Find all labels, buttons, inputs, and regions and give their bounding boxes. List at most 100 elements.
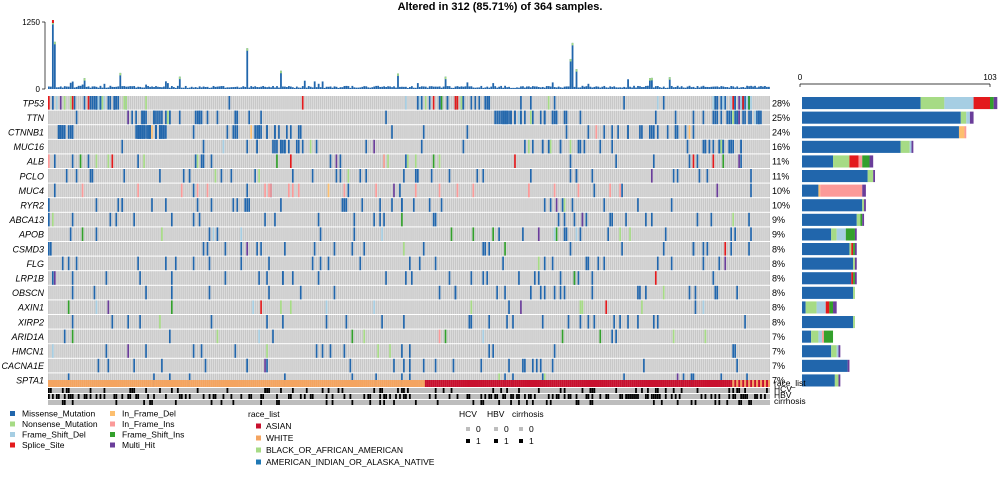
tmb-bar	[272, 85, 274, 89]
tmb-bar	[692, 86, 695, 89]
mutation-cell	[482, 169, 485, 183]
race-track-cell	[139, 380, 142, 387]
mutation-cell	[414, 183, 417, 198]
tmb-bar	[601, 86, 604, 89]
mutation-cell	[99, 96, 102, 110]
mutation-cell	[756, 110, 758, 125]
tmb-bar	[363, 86, 366, 89]
track-label-HCV: HCV	[774, 384, 792, 394]
tmb-bar	[83, 78, 86, 89]
mutation-cell	[95, 154, 98, 168]
tmb-bar	[480, 85, 483, 89]
mutation-cell	[403, 358, 405, 373]
race-track-cell	[738, 380, 741, 387]
binary-track-cell	[196, 388, 199, 393]
mutation-cell	[200, 154, 203, 168]
mutation-cell	[168, 110, 171, 125]
mutation-cell	[514, 154, 516, 168]
mutation-cell	[409, 344, 411, 358]
tmb-bar	[375, 85, 378, 89]
race-track-cell	[526, 380, 529, 387]
mutation-cell	[734, 96, 736, 110]
side-bar-XIRP2-Missense_Mutation	[802, 316, 854, 329]
tmb-bar	[736, 86, 739, 89]
binary-track-cell	[226, 388, 229, 393]
binary-track-cell	[442, 388, 445, 393]
mutation-cell	[216, 329, 219, 344]
race-track-cell	[601, 380, 604, 387]
tmb-bar	[248, 87, 251, 89]
race-track-cell	[387, 380, 390, 387]
tmb-bar	[111, 86, 114, 89]
tmb-bar	[559, 87, 562, 89]
mutation-cell	[202, 139, 205, 154]
binary-legend-label: 1	[529, 436, 534, 446]
race-track-cell	[712, 380, 715, 387]
mutation-cell	[297, 125, 300, 139]
race-track-cell	[252, 380, 255, 387]
race-track-cell	[426, 380, 429, 387]
binary-track-cell	[526, 400, 528, 405]
tmb-bar-cap	[650, 77, 653, 81]
mutation-cell	[547, 139, 550, 154]
race-track-cell	[506, 380, 509, 387]
mutation-cell	[549, 198, 552, 212]
binary-track-cell	[732, 388, 735, 393]
mutation-cell	[611, 125, 614, 139]
mutation-cell	[692, 110, 695, 125]
mutation-cell	[63, 329, 66, 344]
tmb-bar	[611, 86, 614, 89]
mutation-cell	[466, 125, 469, 139]
mutation-cell	[732, 344, 734, 358]
mutation-cell	[498, 110, 500, 125]
mutation-cell	[434, 212, 437, 227]
tmb-bar	[341, 87, 344, 89]
binary-track-cell	[654, 394, 657, 399]
mutation-cell	[335, 169, 338, 183]
race-track-cell	[436, 380, 439, 387]
mutation-cell	[117, 96, 120, 110]
binary-track-cell	[664, 388, 667, 393]
gene-pct-APOB: 9%	[772, 230, 785, 240]
race-track-cell	[107, 380, 110, 387]
binary-track-cell	[401, 388, 403, 393]
binary-track-cell	[389, 394, 391, 399]
mutation-cell	[289, 125, 292, 139]
tmb-bar	[545, 86, 548, 89]
race-track-cell	[660, 380, 663, 387]
mutation-cell	[137, 125, 139, 139]
tmb-bar	[647, 85, 649, 89]
mutation-cell	[732, 139, 734, 154]
mutation-cell	[712, 154, 715, 168]
race-track-cell	[736, 380, 739, 387]
mutation-cell	[61, 125, 64, 139]
mutation-cell	[738, 154, 740, 168]
race-track-cell	[240, 380, 243, 387]
mutation-cell	[569, 242, 572, 256]
race-track-cell	[537, 380, 540, 387]
binary-track-cell	[99, 394, 102, 399]
binary-track-cell	[589, 400, 592, 405]
tmb-bar	[438, 86, 441, 89]
tmb-bar	[508, 86, 510, 89]
mutation-cell	[266, 125, 268, 139]
tmb-bar	[319, 87, 322, 89]
side-bar-TP53-Frame_Shift_Ins	[990, 97, 994, 110]
race-track-cell	[319, 380, 322, 387]
binary-track-cell	[48, 394, 50, 399]
tmb-bar	[468, 86, 471, 89]
binary-track-cell	[591, 400, 594, 405]
mutation-cell	[391, 198, 393, 212]
race-track-cell	[428, 380, 431, 387]
race-track-cell	[750, 380, 753, 387]
mutation-cell	[170, 300, 173, 314]
mutation-cell	[174, 256, 177, 271]
mutation-cell	[266, 315, 268, 329]
tmb-bar	[214, 86, 217, 89]
binary-track-cell	[529, 394, 532, 399]
binary-track-cell	[149, 400, 151, 405]
tmb-bar	[93, 86, 96, 89]
mutation-cell	[522, 227, 524, 241]
side-bar-ARID1A-Missense_Mutation	[802, 330, 812, 343]
tmb-bar	[537, 87, 540, 89]
